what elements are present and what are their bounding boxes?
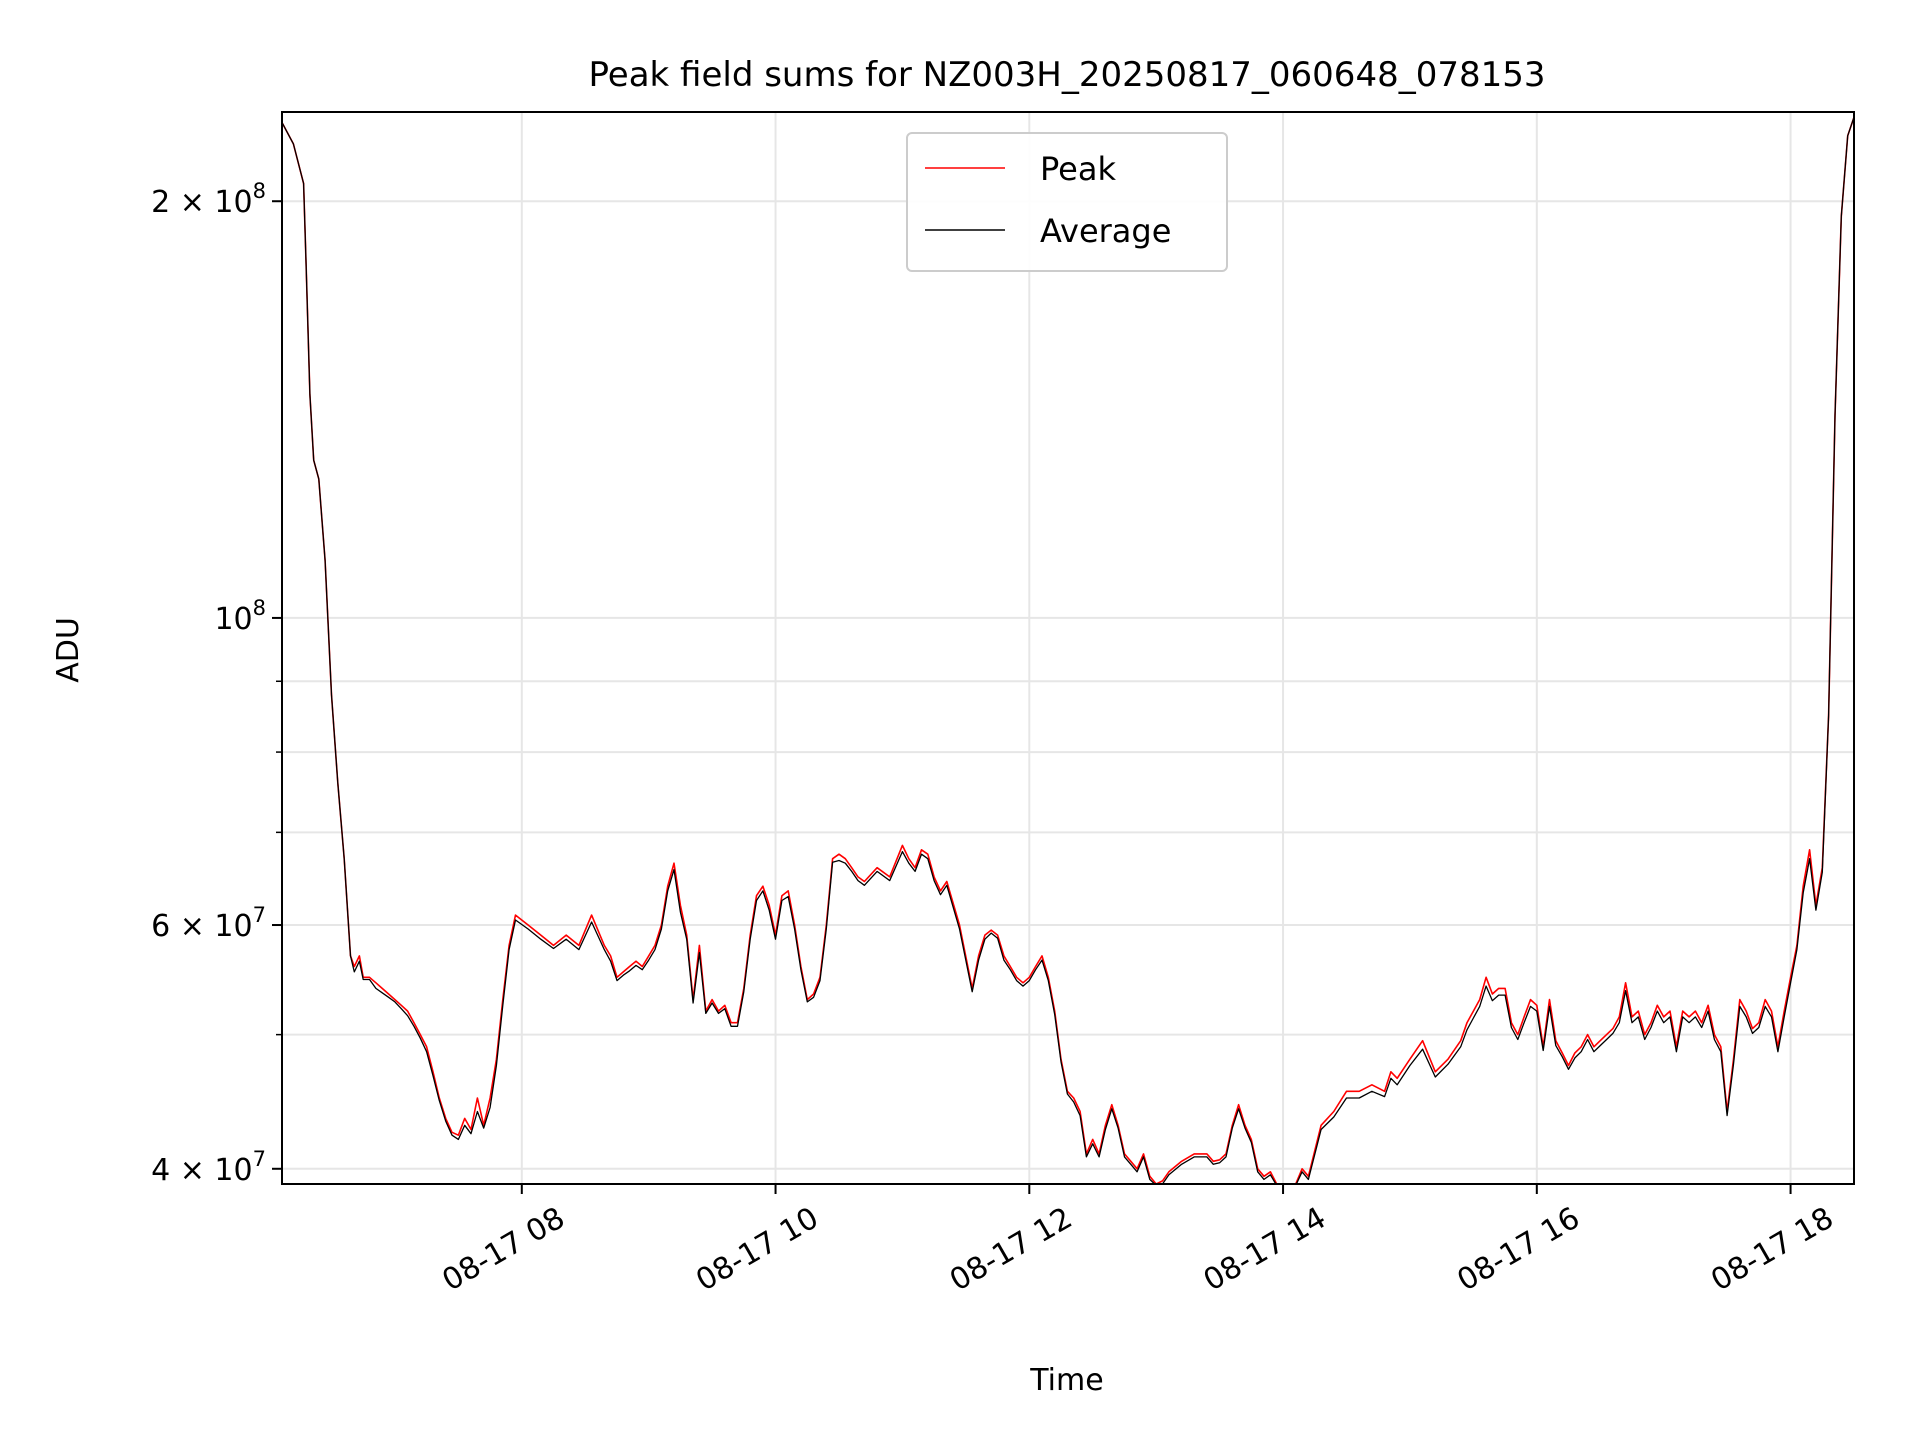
y-tick-label: 2 × 108 xyxy=(151,179,266,220)
series-line-average xyxy=(282,116,1854,1184)
y-tick-label: 6 × 107 xyxy=(151,903,266,944)
y-axis-label: ADU xyxy=(51,617,86,683)
y-tick-label: 108 xyxy=(214,596,266,637)
grid xyxy=(282,112,1854,1184)
chart-title: Peak field sums for NZ003H_20250817_0606… xyxy=(589,55,1546,95)
legend: Peak Average xyxy=(906,132,1228,272)
y-tick-label: 4 × 107 xyxy=(151,1147,266,1188)
x-axis-label: Time xyxy=(1029,1363,1103,1398)
plot-frame xyxy=(281,111,1855,1185)
legend-label-peak: Peak xyxy=(1040,150,1116,188)
series-group xyxy=(282,116,1854,1184)
y-axis: 4 × 107 6 × 107 108 2 × 108 xyxy=(151,179,282,1188)
legend-label-average: Average xyxy=(1040,212,1171,250)
